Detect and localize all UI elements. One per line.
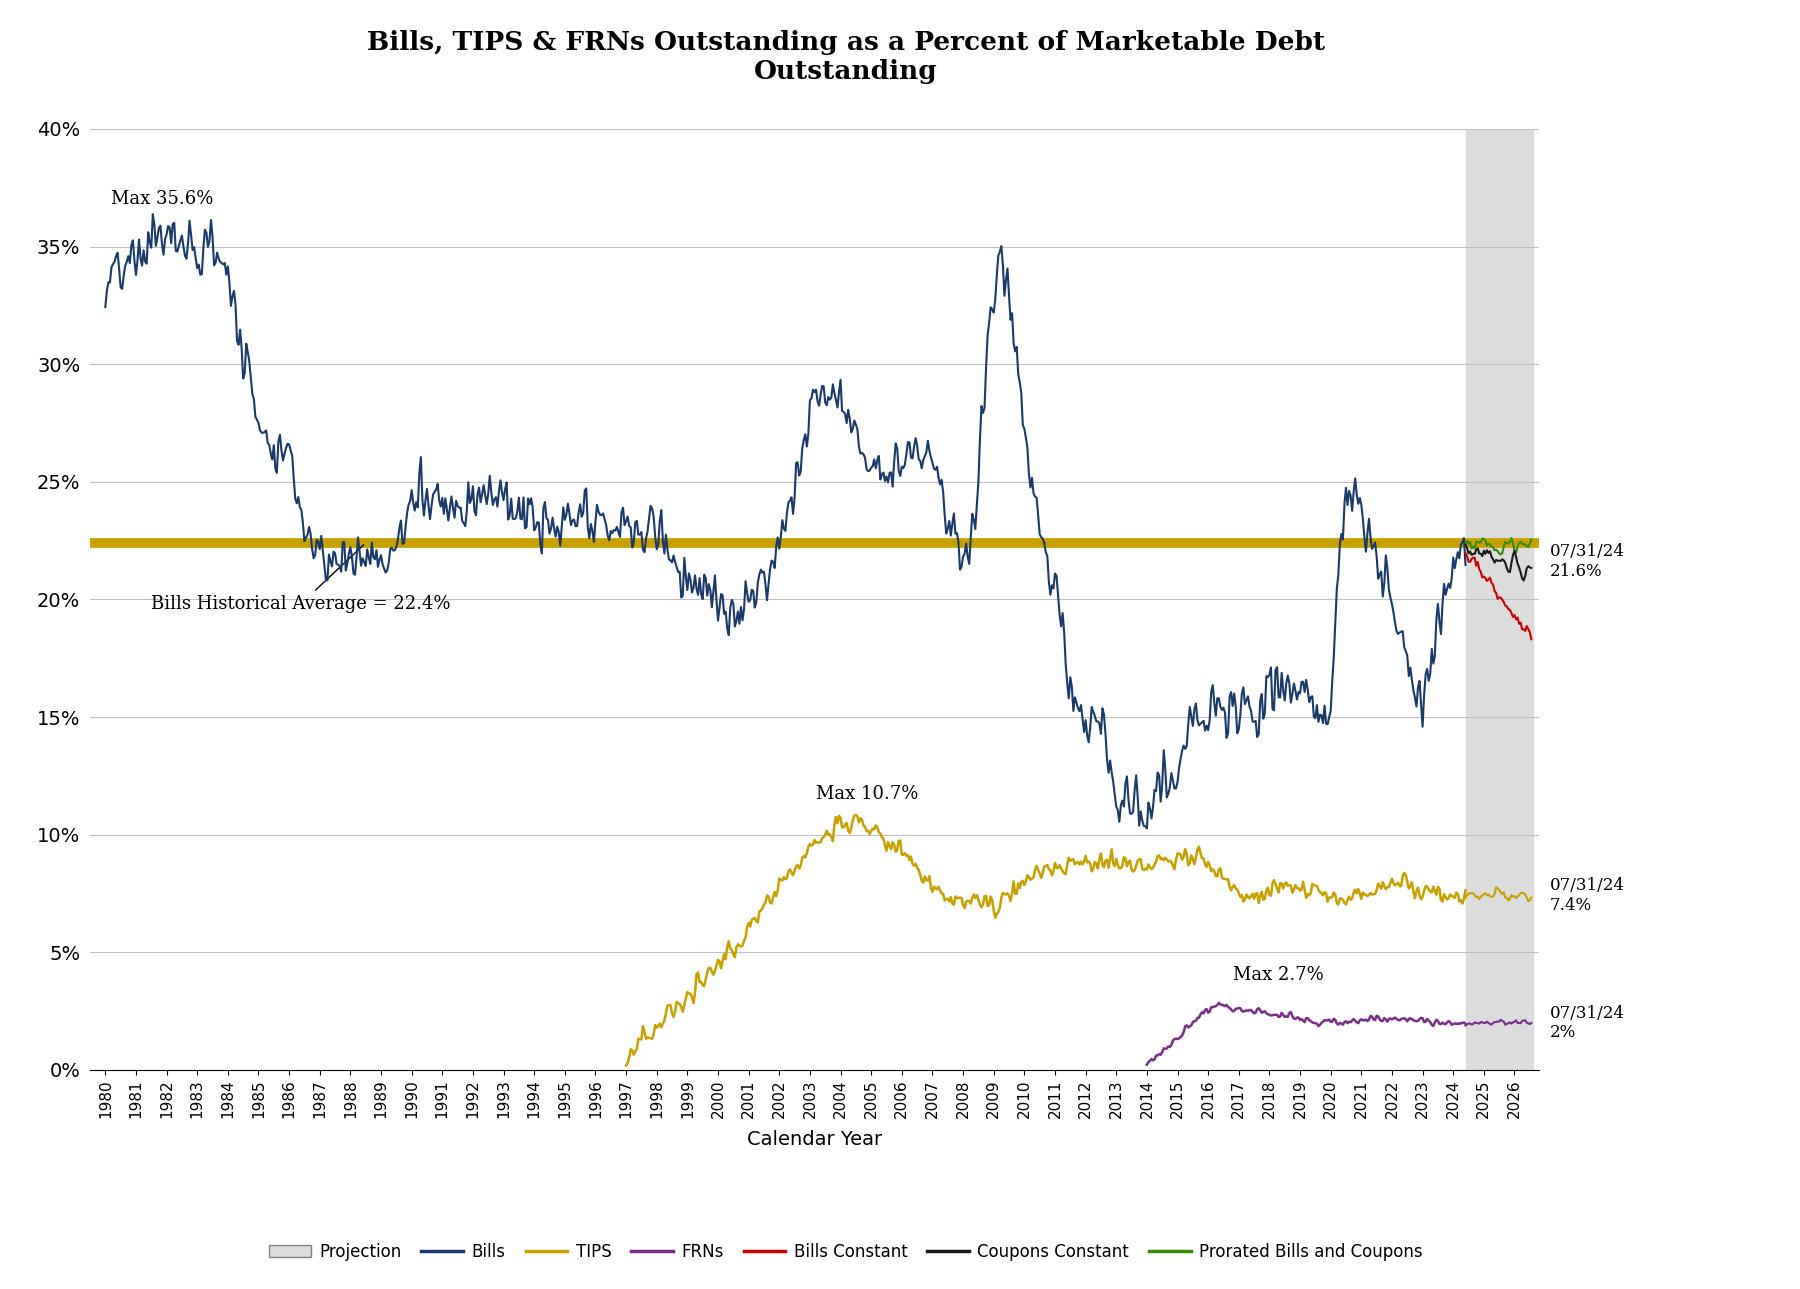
Legend: Projection, Bills, TIPS, FRNs, Bills Constant, Coupons Constant, Prorated Bills : Projection, Bills, TIPS, FRNs, Bills Con…	[263, 1236, 1429, 1268]
Text: 07/31/24
7.4%: 07/31/24 7.4%	[1550, 878, 1625, 914]
Text: 07/31/24
21.6%: 07/31/24 21.6%	[1550, 544, 1625, 580]
Text: 07/31/24
2%: 07/31/24 2%	[1550, 1004, 1625, 1042]
Bar	[1465, 129, 1534, 1070]
Text: Max 35.6%: Max 35.6%	[112, 191, 214, 209]
Text: Bills Historical Average = 22.4%: Bills Historical Average = 22.4%	[151, 545, 450, 612]
Text: Bills, TIPS & FRNs Outstanding as a Percent of Marketable Debt
Outstanding: Bills, TIPS & FRNs Outstanding as a Perc…	[367, 30, 1325, 84]
X-axis label: Calendar Year: Calendar Year	[747, 1129, 882, 1148]
Text: Max 10.7%: Max 10.7%	[815, 785, 918, 803]
Text: Max 2.7%: Max 2.7%	[1233, 967, 1323, 985]
